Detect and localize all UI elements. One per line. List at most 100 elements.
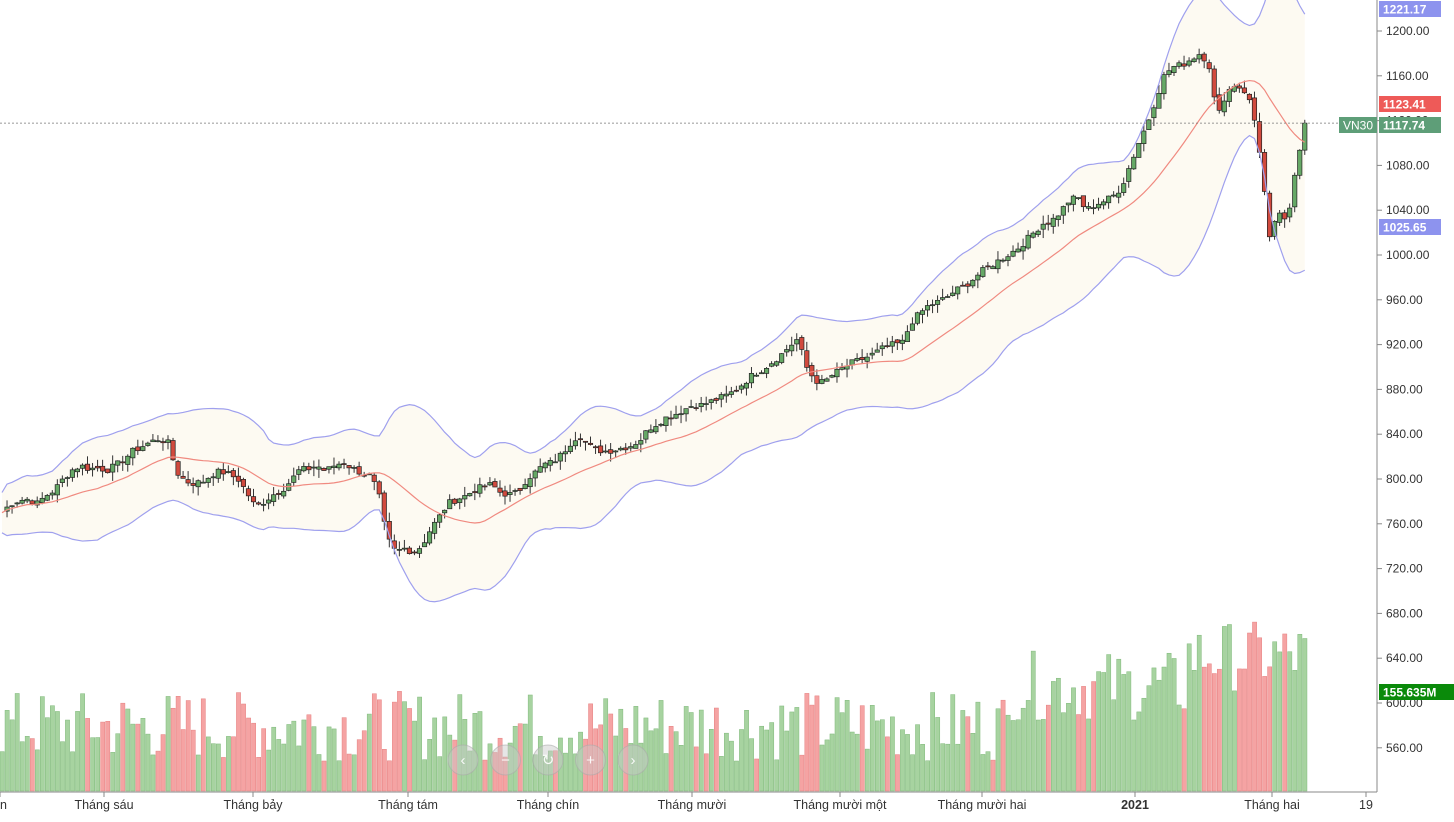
candle (421, 534, 428, 548)
volume-bar (160, 734, 166, 792)
candle (230, 468, 236, 486)
candle (1277, 209, 1283, 226)
volume-bar (618, 708, 624, 792)
volume-bar (14, 693, 20, 792)
volume-bar (708, 729, 714, 792)
candle-body (1282, 212, 1288, 220)
volume-bar (1217, 668, 1222, 792)
volume-label-text: 155.635M (1383, 686, 1436, 700)
candle (472, 483, 478, 501)
candle (1201, 51, 1207, 69)
candle-body (19, 499, 25, 504)
candle-body (799, 337, 805, 350)
volume-bar (1206, 663, 1212, 792)
candle-body (130, 447, 136, 459)
candle-body (457, 498, 463, 503)
candle (899, 334, 905, 351)
candle (1035, 229, 1041, 238)
volume-bar (970, 733, 976, 792)
zoom-in-button[interactable]: + (575, 744, 606, 776)
candle (59, 475, 65, 488)
volume-bar (985, 751, 991, 792)
volume-bar (965, 716, 971, 792)
scroll-left-button[interactable]: ‹ (447, 744, 479, 776)
candle-body (316, 466, 322, 470)
volume-bar (407, 708, 412, 792)
candle-body (748, 373, 755, 384)
candle-body (547, 460, 553, 466)
candle (250, 488, 257, 507)
volume-bar (482, 759, 488, 792)
candle (648, 424, 654, 434)
volume-bar (774, 759, 780, 792)
candle (965, 281, 971, 294)
candle (457, 497, 463, 510)
candle-body (135, 446, 141, 452)
scroll-left-button-circle (447, 744, 479, 776)
volume-bar (839, 712, 845, 792)
candle (1121, 177, 1127, 196)
volume-bar (1116, 658, 1122, 792)
candle (497, 480, 503, 497)
candle (1156, 84, 1162, 109)
reset-button[interactable]: ↻ (532, 744, 564, 776)
candle (1267, 190, 1273, 242)
zoom-out-button[interactable]: − (490, 744, 521, 776)
volume-bar (422, 759, 427, 792)
candle (940, 288, 946, 301)
candle-body (1156, 93, 1162, 109)
candle (1000, 258, 1006, 263)
candle (1010, 245, 1016, 258)
candle (306, 462, 312, 474)
volume-bar (930, 692, 935, 792)
volume-bar (804, 693, 810, 792)
volume-bar (256, 757, 261, 792)
price-tick-label: 1080.00 (1386, 158, 1430, 172)
candle-body (1151, 107, 1157, 119)
candle-body (467, 493, 473, 497)
volume-bar (1000, 699, 1006, 792)
candle (1060, 205, 1066, 224)
candle-body (255, 502, 262, 505)
time-tick-label: Tháng chín (517, 798, 580, 812)
candle-body (769, 363, 775, 367)
candle (1085, 202, 1092, 211)
scroll-right-button[interactable]: › (617, 744, 649, 776)
candle (1090, 199, 1097, 215)
candlesticks (4, 48, 1308, 558)
candle-body (401, 547, 407, 550)
candle (537, 458, 543, 473)
candle-body (482, 485, 488, 488)
volume-bar (779, 705, 785, 792)
candle (950, 285, 956, 297)
volume-bar (900, 729, 905, 792)
candle (814, 369, 820, 391)
candle-body (477, 484, 483, 494)
candle (1050, 213, 1056, 234)
volume-bar (1040, 719, 1046, 792)
candle-body (306, 466, 312, 471)
candle (321, 467, 327, 471)
volume-bar (1292, 670, 1298, 792)
candle (859, 349, 865, 364)
candle (904, 325, 910, 343)
candle (879, 342, 885, 356)
candle (884, 337, 890, 349)
candle-body (215, 468, 221, 479)
candle-body (351, 467, 357, 469)
candle-body (1302, 122, 1308, 151)
volume-bar (321, 760, 327, 792)
volume-bar (221, 757, 226, 792)
price-tick-label: 680.00 (1386, 606, 1423, 620)
candle (1196, 48, 1202, 64)
candle-body (879, 345, 885, 350)
volume-bar (346, 753, 352, 792)
chart-navigation[interactable]: ‹ − ↻ + › (447, 744, 649, 776)
candle-body (633, 444, 639, 449)
candle-body (507, 492, 513, 495)
candle-body (1246, 93, 1252, 101)
candle-body (291, 475, 297, 483)
candle-body (743, 382, 749, 389)
candle (462, 486, 468, 507)
